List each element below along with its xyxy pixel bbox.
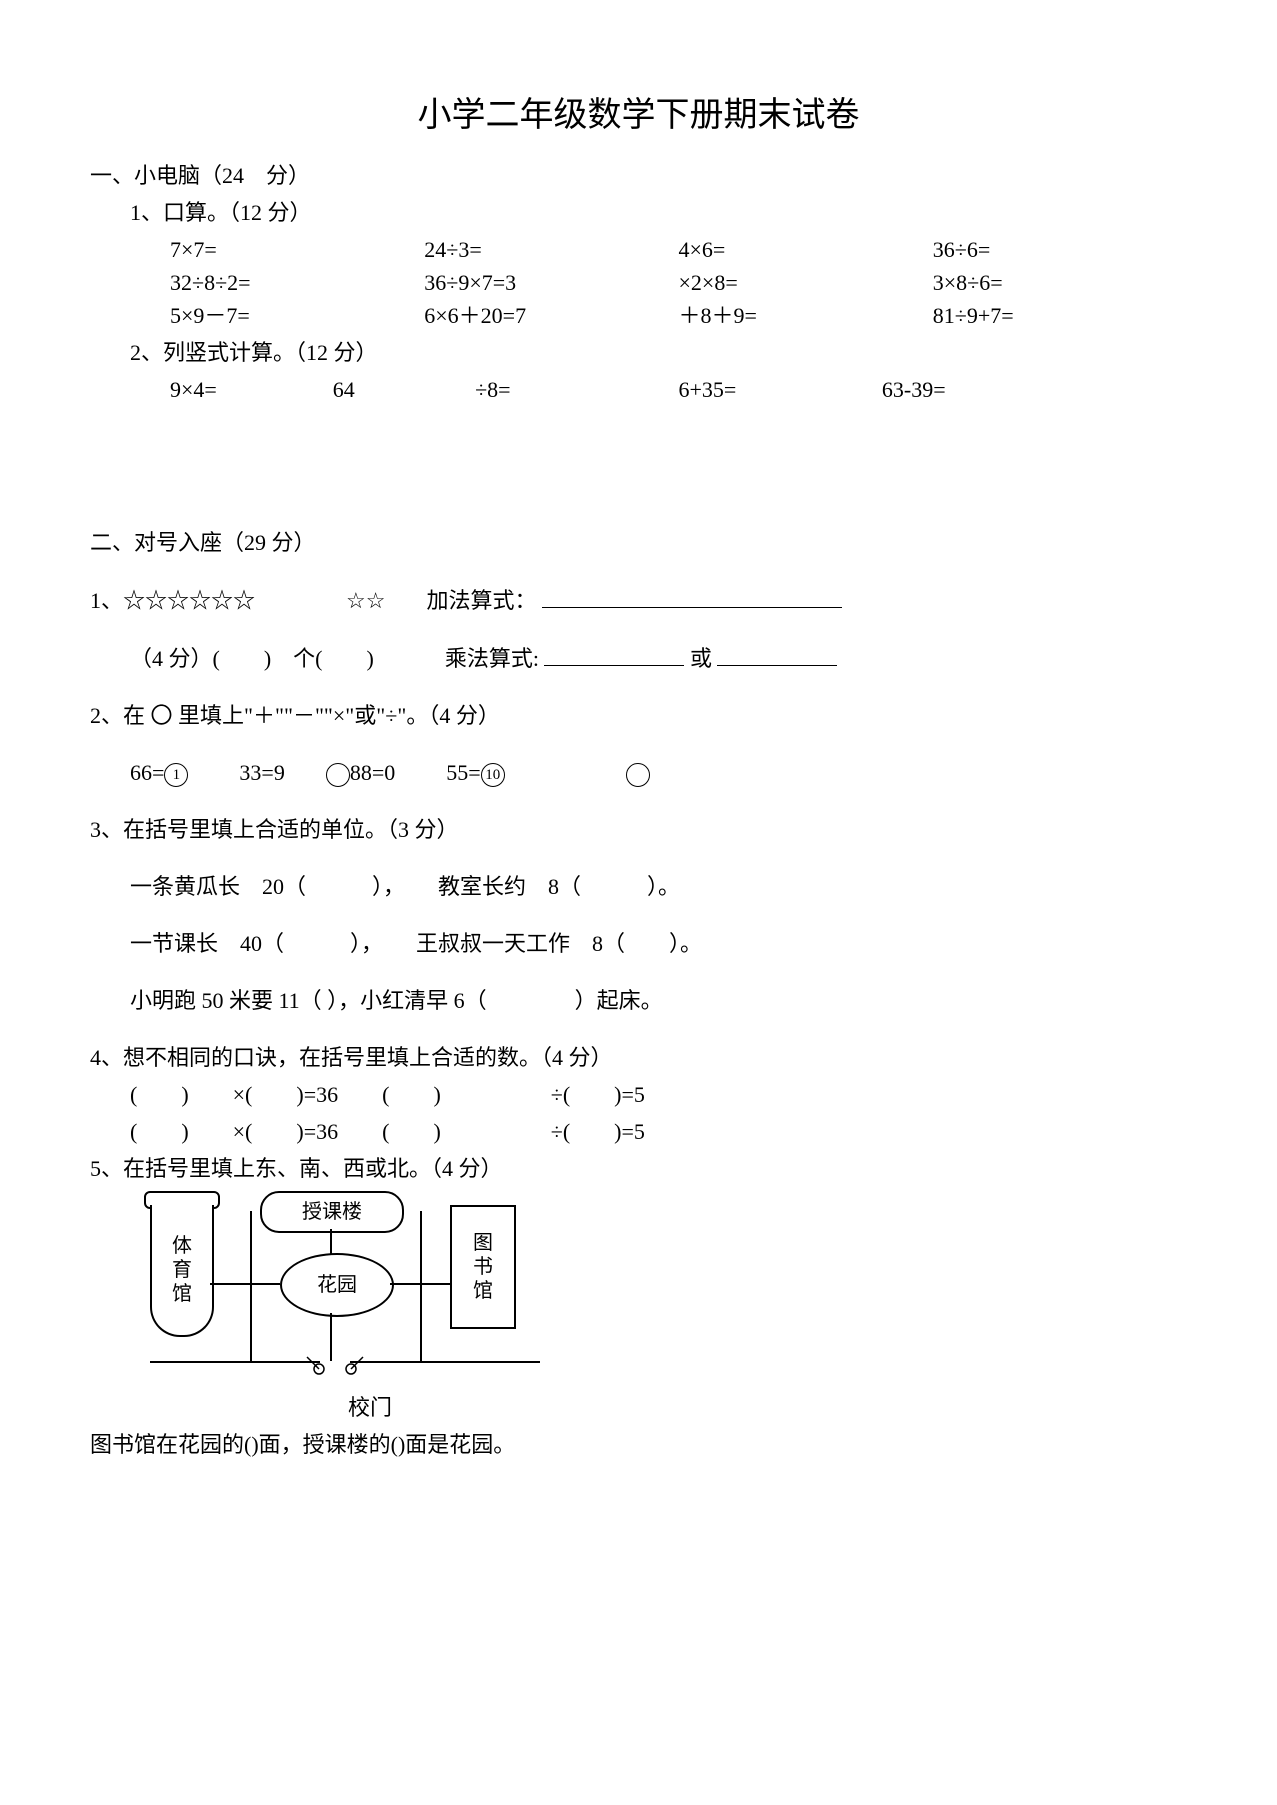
- section1-sub2: 2、列竖式计算。（12 分）: [90, 336, 1187, 369]
- blank-line: [544, 641, 684, 666]
- q5-text: 图书馆在花园的()面，授课楼的()面是花园。: [90, 1428, 1187, 1461]
- cell: 4×6=: [679, 233, 933, 266]
- cell: 36÷6=: [933, 233, 1187, 266]
- gym-label: 体 育 馆: [172, 1234, 192, 1306]
- s1-row1: 7×7= 24÷3= 4×6= 36÷6=: [90, 233, 1187, 266]
- q3-l2: 一节课长 40（ ）， 王叔叔一天工作 8（ ）。: [90, 927, 1187, 960]
- circle-blank: [626, 763, 650, 787]
- q2-heading: 2、在 〇 里填上"＋""－""×"或"÷"。（4 分）: [90, 699, 1187, 732]
- cell: 64: [333, 373, 475, 406]
- library-box: 图 书 馆: [450, 1205, 516, 1329]
- section1-heading: 一、小电脑（24 分）: [90, 159, 1187, 192]
- gate-icon: [305, 1351, 365, 1381]
- s1-row3: 5×9－7= 6×6＋20=7 ＋8＋9= 81÷9+7=: [90, 299, 1187, 332]
- cell: 36÷9×7=3: [424, 266, 678, 299]
- cell: 63-39=: [882, 373, 1085, 406]
- road: [330, 1229, 332, 1255]
- q2-a: 66=: [130, 760, 164, 785]
- q1-stars2: ☆☆: [346, 588, 385, 613]
- road: [250, 1211, 252, 1361]
- cell: 5×9－7=: [170, 299, 424, 332]
- section1-sub1: 1、口算。（12 分）: [90, 196, 1187, 229]
- q3-l3: 小明跑 50 米要 11（ ），小红清早 6（ ）起床。: [90, 984, 1187, 1017]
- gate-label: 校门: [150, 1391, 590, 1424]
- cell: 7×7=: [170, 233, 424, 266]
- circle-blank: [326, 763, 350, 787]
- blank-line: [542, 583, 842, 608]
- road: [390, 1283, 450, 1285]
- cell: 24÷3=: [424, 233, 678, 266]
- road: [210, 1283, 280, 1285]
- q3-heading: 3、在括号里填上合适的单位。（3 分）: [90, 813, 1187, 846]
- q1-mul-label: 乘法算式:: [445, 646, 539, 671]
- q1-add-label: 加法算式：: [426, 588, 536, 613]
- q2-c: 88=0: [350, 760, 395, 785]
- campus-diagram: 体 育 馆 授课楼 花园 图 书 馆: [150, 1191, 590, 1391]
- q4-l2: ( ) ×( )=36 ( ) ÷( )=5: [90, 1115, 1187, 1148]
- cell: 6+35=: [678, 373, 881, 406]
- q4-heading: 4、想不相同的口诀，在括号里填上合适的数。（4 分）: [90, 1041, 1187, 1074]
- page-title: 小学二年级数学下册期末试卷: [90, 90, 1187, 141]
- s1-vert-row: 9×4= 64 ÷8= 6+35= 63-39=: [90, 373, 1187, 406]
- cell: 3×8÷6=: [933, 266, 1187, 299]
- q1-line1: 1、☆☆☆☆☆☆ ☆☆ 加法算式：: [90, 583, 1187, 617]
- circle-num: 10: [481, 763, 505, 787]
- lecture-box: 授课楼: [260, 1191, 404, 1233]
- road: [420, 1211, 422, 1361]
- cell: ＋8＋9=: [679, 299, 933, 332]
- garden-box: 花园: [280, 1253, 394, 1317]
- q4-l1: ( ) ×( )=36 ( ) ÷( )=5: [90, 1078, 1187, 1111]
- blank-line: [717, 641, 837, 666]
- q1-stars1: 1、☆☆☆☆☆☆: [90, 588, 255, 613]
- q1-line2: （4 分）( ) 个( ) 乘法算式: 或: [90, 641, 1187, 675]
- cell: 6×6＋20=7: [424, 299, 678, 332]
- cell: 32÷8÷2=: [170, 266, 424, 299]
- road: [350, 1361, 540, 1363]
- q3-l1: 一条黄瓜长 20（ ）， 教室长约 8（ ）。: [90, 870, 1187, 903]
- cell: 81÷9+7=: [933, 299, 1187, 332]
- q1-second: （4 分）( ) 个( ): [130, 646, 374, 671]
- q2-body: 66=1 33=9 88=0 55=10: [90, 756, 1187, 789]
- cell: ×2×8=: [679, 266, 933, 299]
- gym-box: 体 育 馆: [150, 1205, 214, 1337]
- q5-heading: 5、在括号里填上东、南、西或北。（4 分）: [90, 1152, 1187, 1185]
- road: [150, 1361, 320, 1363]
- library-label: 图 书 馆: [473, 1231, 493, 1303]
- s1-row2: 32÷8÷2= 36÷9×7=3 ×2×8= 3×8÷6=: [90, 266, 1187, 299]
- section2-heading: 二、对号入座（29 分）: [90, 526, 1187, 559]
- q1-or: 或: [690, 646, 712, 671]
- q2-b: 33=9: [239, 760, 284, 785]
- circle-num: 1: [164, 763, 188, 787]
- cell: ÷8=: [475, 373, 678, 406]
- cell: 9×4=: [170, 373, 333, 406]
- q2-d: 55=: [446, 760, 480, 785]
